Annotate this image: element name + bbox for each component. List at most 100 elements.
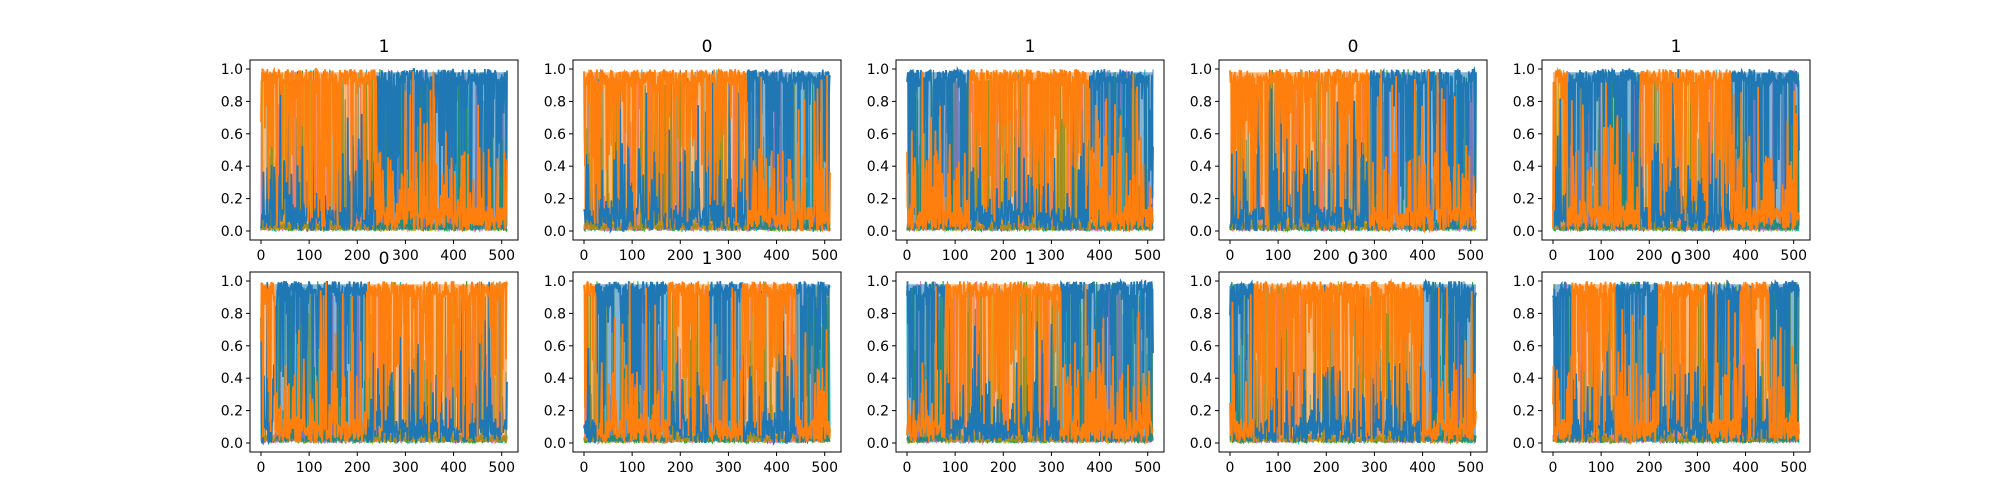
- series-blue: [1229, 278, 1477, 443]
- y-tick-label: 0.8: [221, 306, 243, 322]
- x-tick-label: 300: [1038, 248, 1065, 264]
- x-tick-label: 0: [1226, 248, 1235, 264]
- y-tick-label: 0.8: [1190, 94, 1212, 110]
- y-tick-label: 0.4: [221, 159, 243, 175]
- x-tick-label: 400: [763, 248, 790, 264]
- plot-area: [1229, 278, 1477, 446]
- panel-title: 1: [702, 249, 713, 269]
- y-tick-label: 0.2: [867, 192, 889, 208]
- plot-area: [260, 280, 508, 446]
- x-tick-label: 0: [580, 248, 589, 264]
- y-tick-label: 0.2: [221, 192, 243, 208]
- x-tick-label: 400: [1086, 460, 1113, 476]
- y-tick-label: 1.0: [221, 274, 243, 290]
- x-tick-label: 500: [1457, 460, 1484, 476]
- y-tick-label: 0.6: [867, 339, 889, 355]
- y-tick-label: 0.6: [544, 127, 566, 143]
- y-tick-label: 0.6: [221, 127, 243, 143]
- series-orange: [583, 280, 831, 443]
- x-tick-label: 200: [1636, 460, 1663, 476]
- y-tick-label: 1.0: [1513, 62, 1535, 78]
- x-tick-label: 0: [1549, 460, 1558, 476]
- y-tick-label: 0.8: [544, 94, 566, 110]
- y-tick-label: 1.0: [1190, 62, 1212, 78]
- series-orange: [1229, 278, 1477, 445]
- y-tick-label: 0.0: [1513, 436, 1535, 452]
- panel-title: 1: [1025, 249, 1036, 269]
- panel-2: 0.0 0.2 0.4 0.6 0.8 1.0 0 100 200 300 400 500 0: [544, 37, 842, 264]
- x-tick-label: 200: [344, 460, 371, 476]
- y-tick-label: 0.6: [1513, 127, 1535, 143]
- x-tick-label: 200: [344, 248, 371, 264]
- y-tick-label: 0.8: [1190, 306, 1212, 322]
- y-tick-label: 0.0: [1190, 436, 1212, 452]
- y-tick-label: 0.0: [221, 224, 243, 240]
- x-tick-label: 100: [942, 460, 969, 476]
- x-tick-label: 500: [488, 460, 515, 476]
- y-tick-label: 0.4: [1513, 159, 1535, 175]
- series-orange: [1229, 68, 1477, 234]
- y-tick-label: 1.0: [1190, 274, 1212, 290]
- plot-area: [1552, 279, 1800, 446]
- y-tick-label: 1.0: [867, 274, 889, 290]
- y-tick-label: 0.8: [1513, 94, 1535, 110]
- panel-8: 0.0 0.2 0.4 0.6 0.8 1.0 0 100 200 300 400 500 1: [867, 249, 1165, 476]
- y-tick-label: 0.8: [867, 94, 889, 110]
- x-tick-label: 200: [990, 460, 1017, 476]
- y-tick-label: 0.2: [1190, 192, 1212, 208]
- axes-frame: [1541, 59, 1811, 241]
- panel-title: 0: [702, 37, 713, 57]
- x-tick-label: 400: [1409, 460, 1436, 476]
- x-tick-label: 0: [1226, 460, 1235, 476]
- plot-area: [260, 66, 508, 233]
- x-tick-label: 200: [1636, 248, 1663, 264]
- y-tick-label: 0.0: [544, 436, 566, 452]
- y-tick-label: 0.2: [544, 404, 566, 420]
- y-tick-label: 1.0: [867, 62, 889, 78]
- axes-frame: [895, 59, 1165, 241]
- series-orange: [583, 68, 831, 233]
- panel-1: 0.0 0.2 0.4 0.6 0.8 1.0 0 100 200 300 400 500 1: [221, 37, 519, 264]
- x-tick-label: 100: [1588, 460, 1615, 476]
- series-orange: [260, 281, 508, 444]
- x-tick-label: 100: [1265, 460, 1292, 476]
- x-tick-label: 300: [1361, 248, 1388, 264]
- y-tick-label: 0.6: [1190, 339, 1212, 355]
- x-tick-label: 0: [1549, 248, 1558, 264]
- x-tick-label: 0: [903, 460, 912, 476]
- panel-7: 0.0 0.2 0.4 0.6 0.8 1.0 0 100 200 300 400 500 1: [544, 249, 842, 476]
- x-tick-label: 400: [1409, 248, 1436, 264]
- series-orange: [906, 281, 1154, 443]
- panel-title: 0: [1348, 249, 1359, 269]
- y-tick-label: 0.4: [221, 371, 243, 387]
- y-tick-label: 0.6: [867, 127, 889, 143]
- x-tick-label: 500: [1780, 248, 1807, 264]
- x-tick-label: 100: [296, 248, 323, 264]
- y-tick-label: 0.8: [1513, 306, 1535, 322]
- y-tick-label: 0.6: [544, 339, 566, 355]
- y-tick-label: 0.0: [1190, 224, 1212, 240]
- x-tick-label: 0: [257, 460, 266, 476]
- series-orange: [1552, 280, 1800, 446]
- series-orange: [1552, 66, 1800, 233]
- y-tick-label: 0.4: [867, 371, 889, 387]
- panel-10: 0.0 0.2 0.4 0.6 0.8 1.0 0 100 200 300 400 500 0: [1513, 249, 1811, 476]
- x-tick-label: 0: [903, 248, 912, 264]
- x-tick-label: 400: [1732, 460, 1759, 476]
- y-tick-label: 0.6: [221, 339, 243, 355]
- x-tick-label: 500: [1780, 460, 1807, 476]
- axes-frame: [895, 271, 1165, 453]
- panel-title: 1: [379, 37, 390, 57]
- y-tick-label: 0.2: [544, 192, 566, 208]
- x-tick-label: 200: [990, 248, 1017, 264]
- x-tick-label: 300: [715, 248, 742, 264]
- x-tick-label: 400: [440, 248, 467, 264]
- x-tick-label: 300: [1684, 460, 1711, 476]
- axes-frame: [1541, 271, 1811, 453]
- panel-3: 0.0 0.2 0.4 0.6 0.8 1.0 0 100 200 300 400 500 1: [867, 37, 1165, 264]
- panel-4: 0.0 0.2 0.4 0.6 0.8 1.0 0 100 200 300 400 500 0: [1190, 37, 1488, 264]
- plot-area: [906, 65, 1154, 234]
- y-tick-label: 0.2: [867, 404, 889, 420]
- x-tick-label: 100: [1265, 248, 1292, 264]
